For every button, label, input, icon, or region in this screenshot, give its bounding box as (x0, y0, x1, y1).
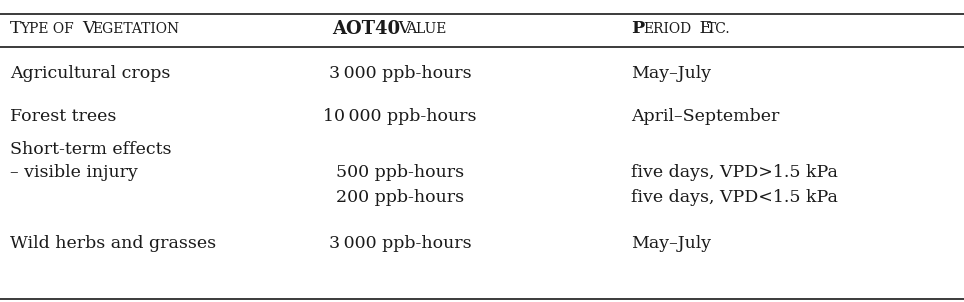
Text: May–July: May–July (631, 66, 711, 82)
Text: V: V (393, 20, 412, 37)
Text: five days, VPD<1.5 kPa: five days, VPD<1.5 kPa (631, 189, 839, 206)
Text: 10 000 ppb-hours: 10 000 ppb-hours (323, 108, 477, 125)
Text: P: P (631, 20, 645, 37)
Text: – visible injury: – visible injury (10, 164, 138, 181)
Text: ALUE: ALUE (406, 22, 446, 36)
Text: EGETATION: EGETATION (93, 22, 179, 36)
Text: Forest trees: Forest trees (10, 108, 116, 125)
Text: April–September: April–September (631, 108, 780, 125)
Text: TC.: TC. (707, 22, 731, 36)
Text: 3 000 ppb-hours: 3 000 ppb-hours (329, 66, 471, 82)
Text: E: E (694, 20, 712, 37)
Text: 200 ppb-hours: 200 ppb-hours (336, 189, 464, 206)
Text: Short-term effects: Short-term effects (10, 141, 172, 158)
Text: ERIOD: ERIOD (643, 22, 691, 36)
Text: V: V (82, 20, 94, 37)
Text: YPE OF: YPE OF (20, 22, 78, 36)
Text: 500 ppb-hours: 500 ppb-hours (336, 164, 464, 181)
Text: Agricultural crops: Agricultural crops (10, 66, 170, 82)
Text: five days, VPD>1.5 kPa: five days, VPD>1.5 kPa (631, 164, 839, 181)
Text: 3 000 ppb-hours: 3 000 ppb-hours (329, 235, 471, 252)
Text: May–July: May–July (631, 235, 711, 252)
Text: AOT40: AOT40 (333, 20, 401, 38)
Text: T: T (10, 20, 21, 37)
Text: Wild herbs and grasses: Wild herbs and grasses (10, 235, 216, 252)
